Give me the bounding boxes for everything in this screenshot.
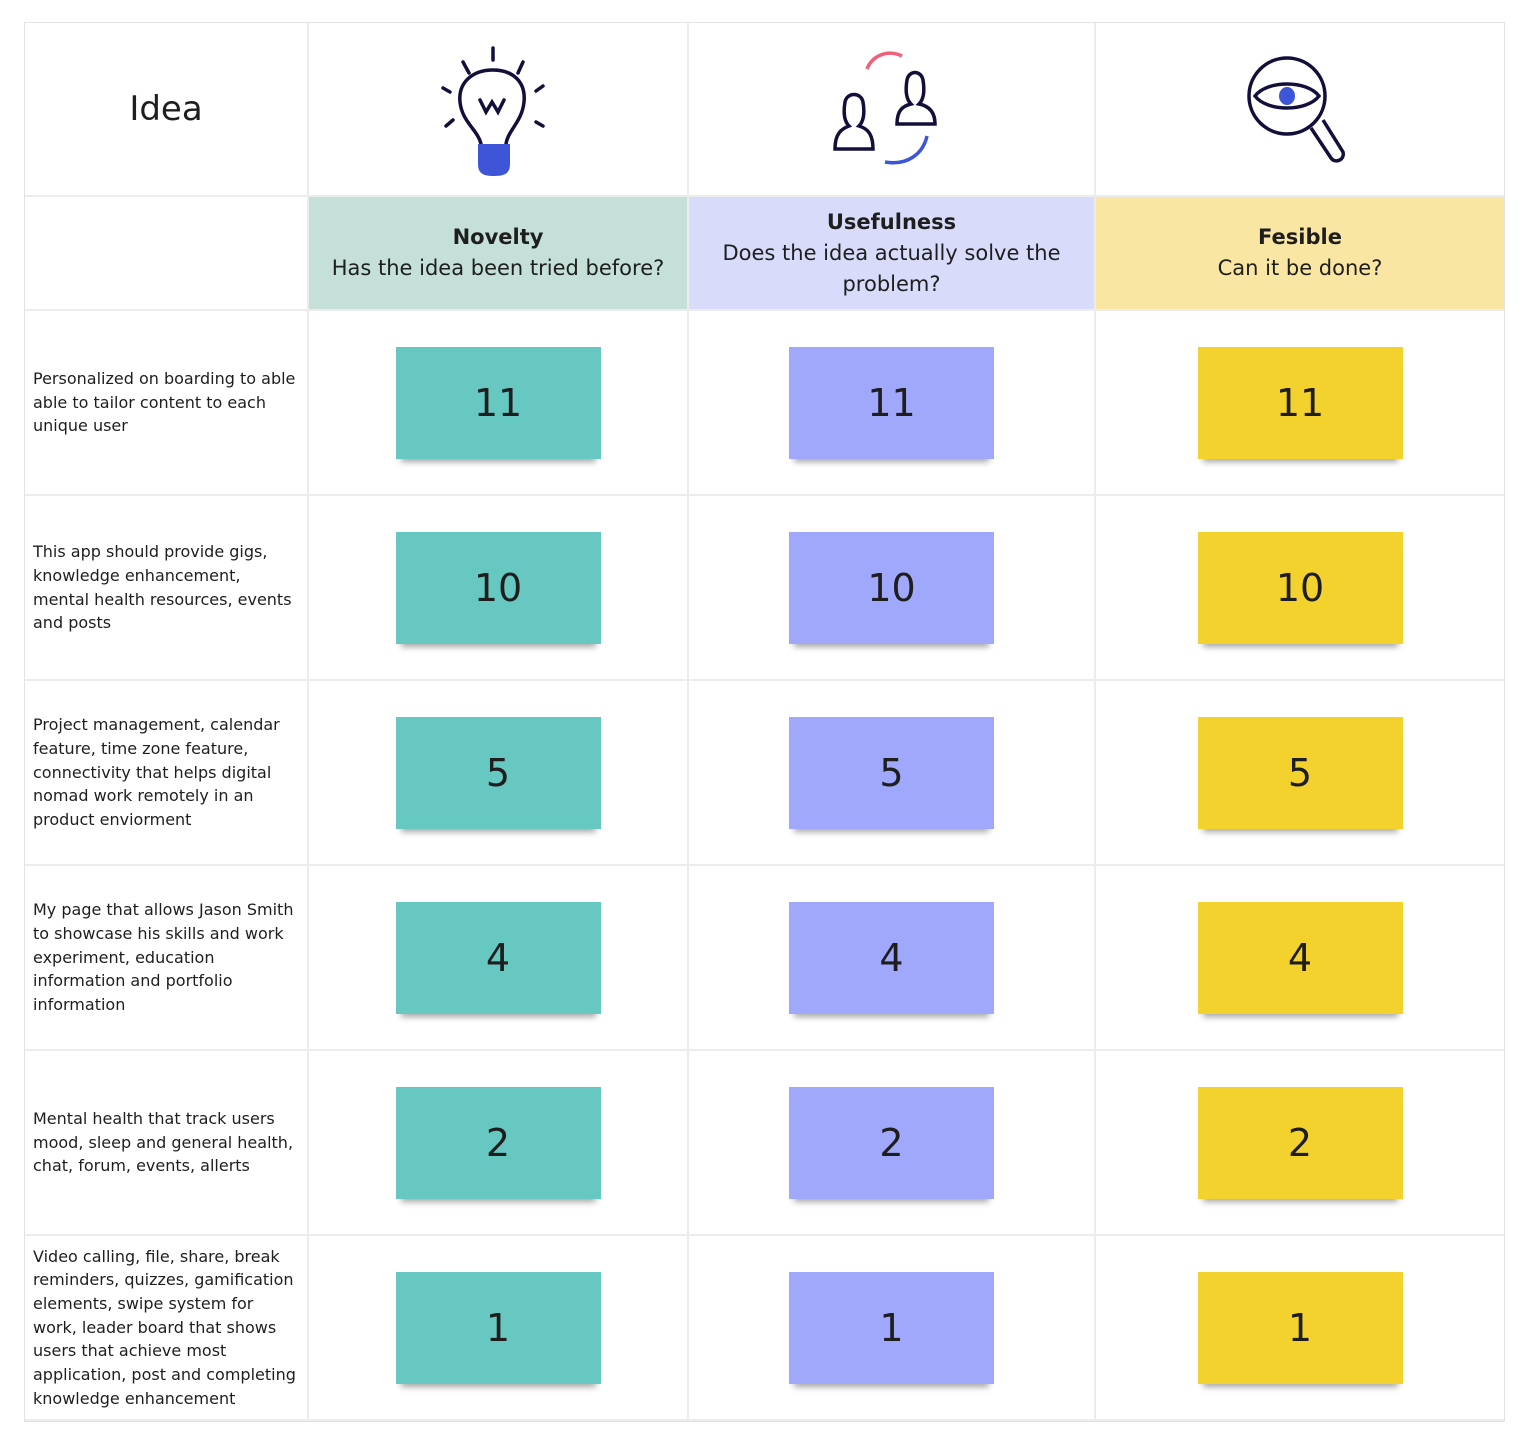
usefulness-icon-cell	[689, 23, 1096, 197]
novelty-score-cell: 5	[309, 681, 689, 866]
usefulness-score-cell: 10	[689, 496, 1096, 681]
novelty-question: Has the idea been tried before?	[331, 256, 665, 280]
usefulness-sticky-note[interactable]: 10	[789, 531, 994, 644]
idea-evaluation-matrix: Idea	[24, 22, 1505, 1422]
novelty-sticky-note[interactable]: 4	[395, 901, 601, 1014]
lightbulb-icon	[441, 45, 545, 176]
feasible-score-cell: 10	[1096, 496, 1504, 681]
feasible-header: Fesible Can it be done?	[1096, 197, 1504, 311]
novelty-score-cell: 10	[309, 496, 689, 681]
feasible-title: Fesible	[1258, 225, 1342, 249]
feasible-score-cell: 2	[1096, 1051, 1504, 1236]
novelty-sticky-note[interactable]: 5	[395, 716, 601, 829]
feasible-sticky-note[interactable]: 1	[1197, 1271, 1403, 1384]
usefulness-score-cell: 5	[689, 681, 1096, 866]
usefulness-sticky-note[interactable]: 5	[789, 716, 994, 829]
idea-description: Project management, calendar feature, ti…	[25, 681, 309, 866]
empty-header-cell	[25, 197, 309, 311]
novelty-icon-cell	[309, 23, 689, 197]
feasible-icon-cell	[1096, 23, 1504, 197]
usefulness-score-cell: 2	[689, 1051, 1096, 1236]
usefulness-score-cell: 4	[689, 866, 1096, 1051]
feasible-score-cell: 5	[1096, 681, 1504, 866]
usefulness-question: Does the idea actually solve the problem…	[722, 240, 1061, 296]
usefulness-sticky-note[interactable]: 1	[789, 1271, 994, 1384]
idea-description: This app should provide gigs, knowledge …	[25, 496, 309, 681]
feasible-sticky-note[interactable]: 5	[1197, 716, 1403, 829]
usefulness-sticky-note[interactable]: 4	[789, 901, 994, 1014]
users-exchange-icon	[832, 51, 937, 165]
feasible-score-cell: 1	[1096, 1236, 1504, 1421]
usefulness-sticky-note[interactable]: 11	[789, 346, 994, 459]
novelty-sticky-note[interactable]: 2	[395, 1086, 601, 1199]
novelty-header: Novelty Has the idea been tried before?	[309, 197, 689, 311]
usefulness-title: Usefulness	[826, 209, 957, 234]
novelty-sticky-note[interactable]: 11	[395, 346, 601, 459]
novelty-title: Novelty	[452, 225, 544, 249]
feasible-sticky-note[interactable]: 10	[1197, 531, 1403, 644]
usefulness-score-cell: 1	[689, 1236, 1096, 1421]
idea-column-title: Idea	[25, 23, 309, 197]
idea-description: My page that allows Jason Smith to showc…	[25, 866, 309, 1051]
magnifier-eye-icon	[1247, 56, 1345, 163]
feasible-sticky-note[interactable]: 2	[1197, 1086, 1403, 1199]
usefulness-header: Usefulness Does the idea actually solve …	[689, 197, 1096, 311]
feasible-sticky-note[interactable]: 11	[1197, 346, 1403, 459]
feasible-score-cell: 4	[1096, 866, 1504, 1051]
feasible-question: Can it be done?	[1217, 256, 1383, 280]
novelty-sticky-note[interactable]: 1	[395, 1271, 601, 1384]
feasible-sticky-note[interactable]: 4	[1197, 901, 1403, 1014]
novelty-score-cell: 2	[309, 1051, 689, 1236]
novelty-score-cell: 4	[309, 866, 689, 1051]
idea-description: Personalized on boarding to able able to…	[25, 311, 309, 496]
novelty-sticky-note[interactable]: 10	[395, 531, 601, 644]
idea-description: Mental health that track users mood, sle…	[25, 1051, 309, 1236]
novelty-score-cell: 1	[309, 1236, 689, 1421]
usefulness-score-cell: 11	[689, 311, 1096, 496]
idea-description: Video calling, file, share, break remind…	[25, 1236, 309, 1421]
feasible-score-cell: 11	[1096, 311, 1504, 496]
usefulness-sticky-note[interactable]: 2	[789, 1086, 994, 1199]
novelty-score-cell: 11	[309, 311, 689, 496]
